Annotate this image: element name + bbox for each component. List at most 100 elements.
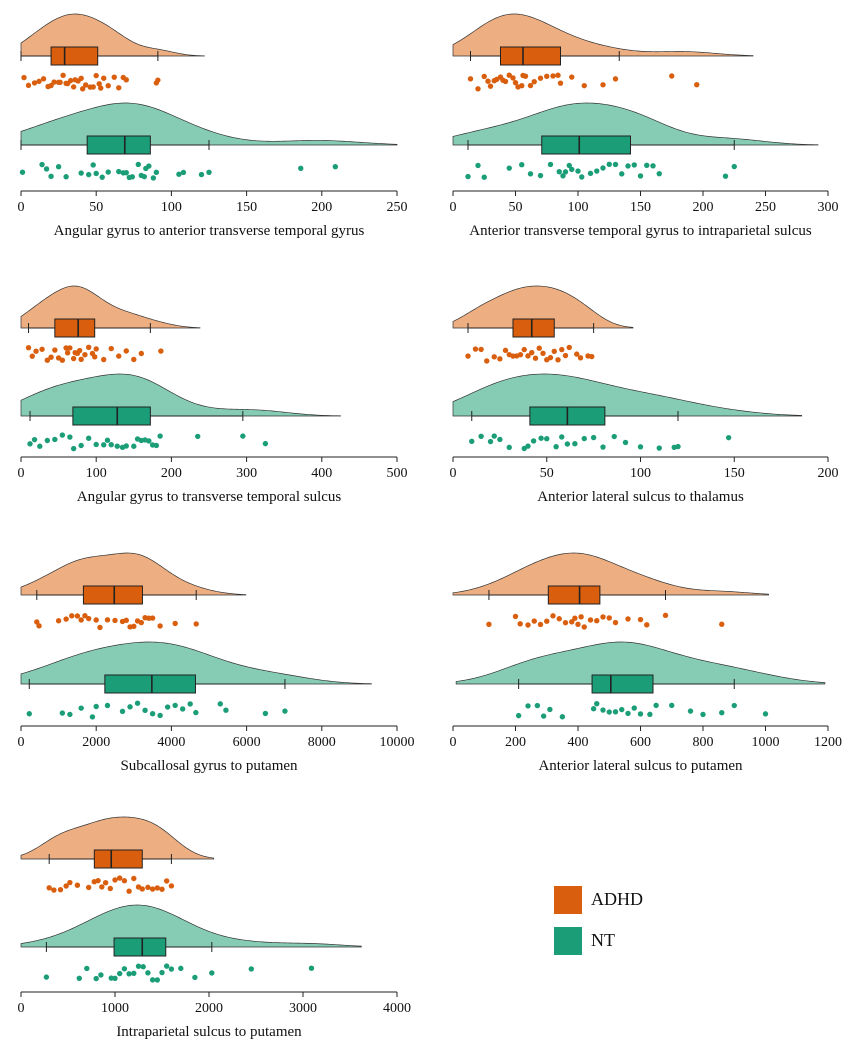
data-point-adhd	[521, 346, 527, 353]
x-tick-label: 250	[387, 200, 408, 215]
data-point-nt	[262, 440, 269, 447]
data-point-nt	[67, 711, 73, 718]
data-point-nt	[619, 706, 625, 713]
data-point-adhd	[112, 877, 118, 883]
iqr-box-adhd	[82, 585, 143, 605]
data-point-nt	[154, 977, 160, 983]
data-point-nt	[59, 710, 66, 716]
data-point-nt	[637, 173, 644, 179]
data-point-adhd	[139, 886, 145, 892]
x-tick-label: 500	[387, 466, 408, 481]
data-point-nt	[43, 166, 50, 172]
density-cloud-nt	[20, 373, 341, 417]
data-point-adhd	[99, 884, 105, 890]
x-tick-label: 0	[18, 466, 25, 481]
data-point-adhd	[566, 344, 572, 351]
data-point-adhd	[544, 73, 550, 80]
data-point-nt	[168, 966, 175, 972]
data-point-adhd	[63, 616, 69, 622]
data-point-nt	[140, 964, 146, 970]
data-point-nt	[719, 710, 725, 716]
data-point-nt	[700, 711, 706, 718]
data-point-adhd	[91, 354, 98, 360]
data-point-nt	[131, 443, 137, 449]
data-point-nt	[153, 169, 160, 175]
data-point-adhd	[612, 619, 619, 626]
legend-swatch-nt	[554, 927, 582, 955]
data-point-nt	[121, 966, 128, 972]
data-point-adhd	[478, 346, 484, 353]
data-point-adhd	[101, 75, 107, 81]
iqr-box-adhd	[50, 46, 99, 66]
data-point-nt	[481, 174, 487, 180]
x-tick-label: 200	[693, 200, 714, 215]
data-point-adhd	[44, 357, 51, 363]
data-point-nt	[67, 434, 73, 440]
data-point-adhd	[497, 356, 503, 362]
x-axis-title: Angular gyrus to anterior transverse tem…	[54, 223, 365, 239]
data-point-adhd	[123, 348, 129, 354]
data-point-adhd	[637, 616, 644, 623]
data-point-nt	[39, 161, 45, 168]
data-point-adhd	[155, 77, 161, 83]
data-point-nt	[564, 441, 571, 447]
density-cloud-nt	[20, 102, 398, 146]
x-tick-label: 200	[505, 735, 526, 750]
data-point-nt	[600, 165, 606, 171]
data-point-nt	[519, 162, 525, 168]
x-tick-label: 100	[161, 200, 182, 215]
density-cloud-nt	[20, 904, 362, 948]
data-point-nt	[93, 441, 99, 448]
data-point-nt	[637, 444, 644, 450]
data-point-nt	[85, 171, 92, 178]
density-cloud-nt	[455, 641, 826, 685]
panel-5: 0 2000 4000 6000 8000 10000 Subcallosal gyrus …	[18, 552, 415, 774]
data-point-nt	[631, 705, 637, 711]
data-point-nt	[129, 174, 135, 180]
data-point-adhd	[486, 621, 492, 628]
data-point-nt	[37, 443, 43, 449]
data-point-adhd	[159, 886, 165, 892]
data-point-adhd	[581, 82, 587, 89]
data-point-nt	[70, 445, 77, 452]
data-point-adhd	[578, 614, 584, 620]
data-point-adhd	[487, 83, 494, 89]
data-point-adhd	[69, 613, 75, 619]
data-point-adhd	[472, 346, 479, 352]
data-point-nt	[123, 443, 129, 449]
data-point-nt	[553, 443, 559, 450]
data-point-nt	[579, 174, 585, 180]
x-tick-label: 100	[568, 200, 589, 215]
data-point-adhd	[481, 73, 487, 80]
iqr-box-adhd	[500, 46, 561, 66]
data-point-adhd	[544, 618, 550, 624]
iqr-box-adhd	[547, 585, 601, 605]
data-point-nt	[594, 168, 600, 174]
data-point-adhd	[606, 615, 612, 621]
data-point-nt	[625, 710, 631, 717]
legend-label-adhd: ADHD	[591, 889, 643, 909]
x-tick-label: 2000	[195, 1001, 223, 1016]
data-point-nt	[135, 963, 142, 969]
data-point-adhd	[123, 77, 129, 83]
data-point-nt	[562, 169, 569, 175]
data-point-adhd	[557, 80, 564, 86]
data-point-adhd	[589, 353, 595, 360]
data-point-nt	[48, 173, 54, 180]
data-point-nt	[644, 162, 650, 168]
data-point-adhd	[76, 347, 83, 354]
data-point-nt	[117, 970, 123, 977]
density-cloud-adhd	[20, 816, 215, 860]
data-point-adhd	[555, 72, 561, 78]
data-point-nt	[332, 163, 339, 170]
data-point-adhd	[57, 886, 64, 893]
data-point-adhd	[537, 621, 544, 628]
data-point-nt	[650, 163, 656, 169]
data-point-nt	[478, 433, 484, 439]
data-point-adhd	[121, 878, 128, 884]
x-axis-title: Anterior lateral sulcus to thalamus	[537, 489, 744, 505]
data-point-nt	[587, 170, 594, 177]
data-point-nt	[762, 711, 769, 717]
data-point-adhd	[85, 884, 92, 891]
data-point-adhd	[25, 82, 32, 89]
